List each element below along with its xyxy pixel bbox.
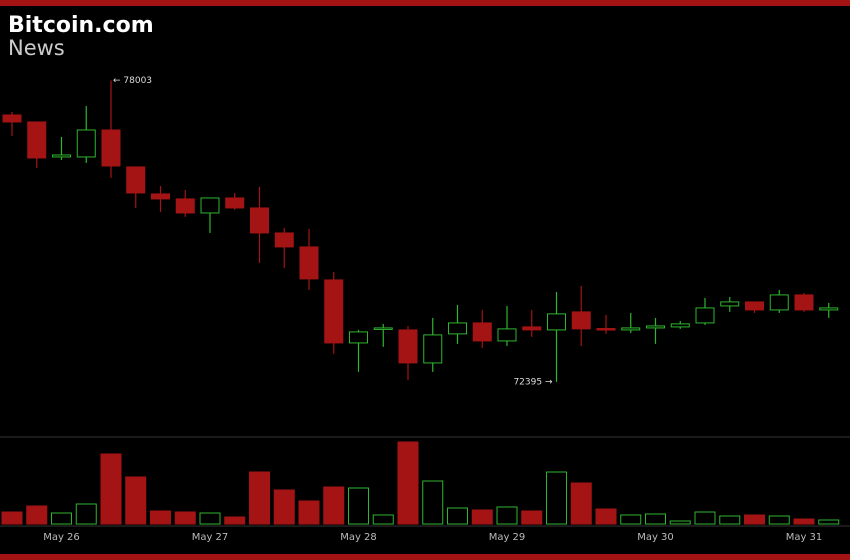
candle-body (175, 198, 195, 214)
candle-body (274, 232, 294, 248)
volume-bar (199, 512, 221, 525)
candle-body (745, 301, 764, 311)
volume-bar (645, 513, 666, 525)
volume-bar (26, 505, 48, 525)
candle-body (398, 329, 418, 364)
candle-body (621, 327, 641, 331)
volume-bar (447, 507, 468, 525)
candle-body (349, 331, 368, 344)
volume-bar (719, 515, 741, 525)
volume-bar (620, 514, 642, 525)
candle-body (250, 207, 269, 234)
volume-bar (51, 512, 72, 525)
bottom-bar (0, 554, 850, 560)
top-bar (0, 0, 850, 6)
volume-bar (496, 506, 518, 525)
volume-bar (348, 487, 369, 525)
x-tick-label: May 28 (340, 532, 377, 543)
candle-body (423, 334, 443, 364)
candle-body (670, 323, 690, 328)
volume-bar (273, 489, 295, 525)
volume-bar (818, 519, 840, 525)
candle-body (497, 328, 517, 342)
brand-name: Bitcoin.com (8, 13, 154, 38)
x-tick-label: May 31 (786, 532, 823, 543)
candle-body (76, 129, 96, 158)
volume-bar (75, 503, 97, 525)
candle-body (2, 114, 22, 123)
volume-bar (397, 441, 419, 525)
candle-body (448, 322, 467, 335)
annotation: ← 78003 (113, 76, 152, 86)
volume-bar (323, 486, 345, 525)
volume-bar (422, 480, 444, 525)
volume-bar (372, 514, 394, 525)
candle-body (126, 166, 146, 194)
candle-body (324, 279, 344, 344)
volume-bar (150, 510, 171, 525)
candle-body (794, 294, 814, 311)
candle-body (373, 327, 393, 330)
volume-bar (224, 516, 246, 525)
volume-bar (174, 511, 196, 525)
brand-sub: News (8, 36, 65, 60)
volume-bar (471, 509, 493, 525)
volume-bar (546, 471, 567, 525)
candle-body (151, 193, 170, 200)
volume-bar (744, 514, 765, 525)
volume-bar (100, 453, 122, 525)
candle-body (720, 301, 740, 307)
candle-body (596, 328, 616, 331)
candle-body (522, 326, 542, 331)
candle-body (547, 313, 566, 331)
candle-body (52, 154, 71, 158)
x-tick-label: May 30 (637, 532, 674, 543)
candle-body (225, 197, 245, 209)
volume-bar (669, 520, 691, 525)
candle-body (101, 129, 121, 167)
candle-body (571, 311, 591, 330)
candle-body (200, 197, 220, 214)
candle-body (695, 307, 715, 324)
candle-body (27, 121, 47, 159)
candle-body (472, 322, 492, 342)
volume-bar (521, 510, 543, 525)
candle-body (299, 246, 319, 280)
volume-bar (298, 500, 320, 525)
x-tick-label: May 27 (192, 532, 229, 543)
volume-bar (125, 476, 147, 525)
candle-body (769, 294, 789, 311)
x-tick-label: May 26 (43, 532, 80, 543)
candle-body (819, 307, 839, 311)
volume-bar (570, 482, 592, 525)
volume-bar (249, 471, 270, 525)
x-tick-label: May 29 (489, 532, 526, 543)
volume-bar (694, 511, 716, 525)
candle-body (646, 325, 665, 329)
volume-bar (1, 511, 23, 525)
volume-bar (595, 508, 617, 525)
annotation: 72395 → (513, 377, 552, 387)
volume-bar (793, 518, 815, 525)
volume-bar (768, 515, 790, 525)
